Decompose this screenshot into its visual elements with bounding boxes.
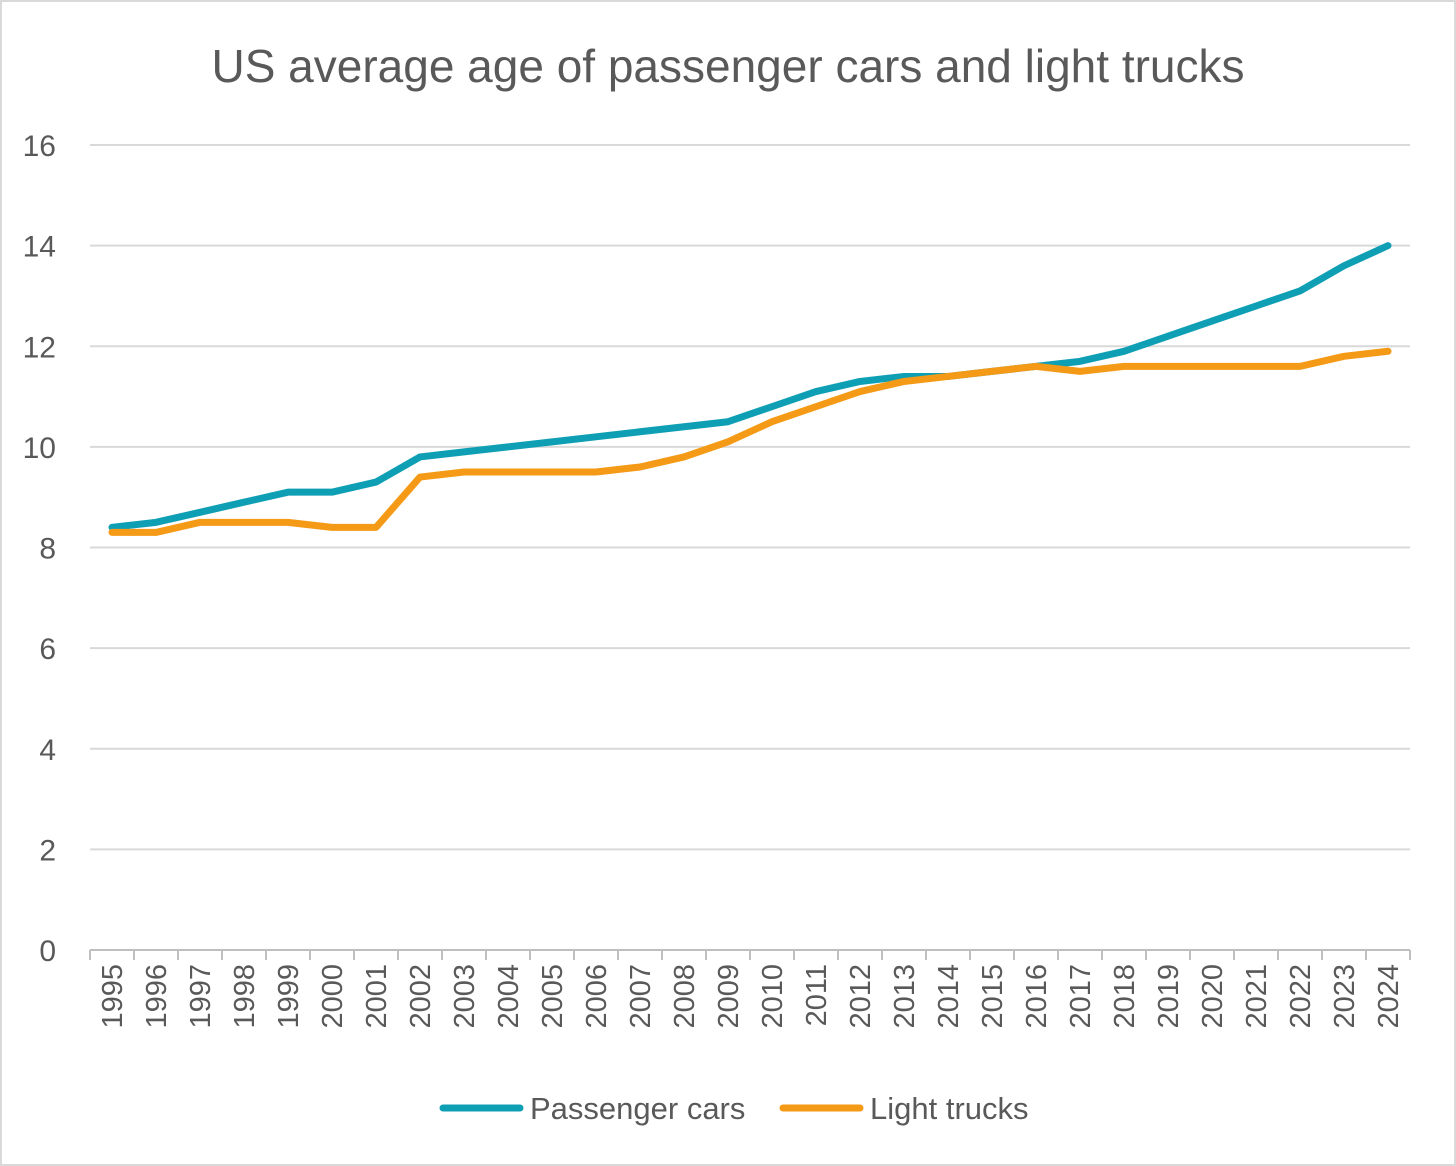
x-tick-label: 1996 xyxy=(141,964,173,1029)
x-tick-label: 1999 xyxy=(273,964,305,1029)
y-tick-label: 12 xyxy=(23,331,56,364)
x-tick-label: 2000 xyxy=(317,964,349,1029)
legend: Passenger cars Light trucks xyxy=(439,1091,1029,1126)
x-tick-label: 2010 xyxy=(757,964,789,1029)
x-tick-label: 2016 xyxy=(1021,964,1053,1029)
x-tick-label: 2007 xyxy=(625,964,657,1029)
y-tick-label: 0 xyxy=(39,935,56,968)
legend-label: Passenger cars xyxy=(530,1091,745,1126)
x-tick-label: 2015 xyxy=(977,964,1009,1029)
x-tick-label: 2011 xyxy=(801,964,833,1026)
y-tick-label: 16 xyxy=(23,130,56,163)
y-tick-label: 4 xyxy=(39,734,56,767)
y-tick-label: 6 xyxy=(39,633,56,666)
x-tick-label: 1998 xyxy=(229,964,261,1029)
y-tick-label: 2 xyxy=(39,834,56,867)
x-tick-label: 2021 xyxy=(1241,964,1273,1029)
x-tick-label: 1997 xyxy=(185,964,217,1029)
y-axis-tick-labels: 0 2 4 6 8 10 12 14 16 xyxy=(23,130,56,968)
x-tick-label: 2002 xyxy=(405,964,437,1029)
x-axis-tick-labels: 1995 1996 1997 1998 1999 2000 2001 2002 2003 2004… xyxy=(97,964,1405,1029)
x-tick-label: 2024 xyxy=(1373,964,1405,1029)
y-tick-label: 8 xyxy=(39,533,56,566)
series-line xyxy=(108,242,1392,531)
x-tick-label: 2022 xyxy=(1285,964,1317,1029)
x-tick-label: 2003 xyxy=(449,964,481,1029)
x-tick-label: 2006 xyxy=(581,964,613,1029)
x-tick-label: 2008 xyxy=(669,964,701,1029)
x-tick-label: 2017 xyxy=(1065,964,1097,1029)
x-tick-label: 2001 xyxy=(361,964,393,1029)
x-tick-label: 2020 xyxy=(1197,964,1229,1029)
x-tick-label: 2009 xyxy=(713,964,745,1029)
x-tick-label: 1995 xyxy=(97,964,129,1029)
x-tick-label: 2018 xyxy=(1109,964,1141,1029)
x-tick-label: 2019 xyxy=(1153,964,1185,1029)
legend-label: Light trucks xyxy=(870,1091,1029,1126)
x-tick-label: 2005 xyxy=(537,964,569,1029)
series-lines xyxy=(108,242,1392,536)
x-tick-label: 2023 xyxy=(1329,964,1361,1029)
x-tick-label: 2004 xyxy=(493,964,525,1029)
x-tick-label: 2014 xyxy=(933,964,965,1029)
x-tick-label: 2013 xyxy=(889,964,921,1029)
x-tick-label: 2012 xyxy=(845,964,877,1029)
gridlines xyxy=(90,144,1410,851)
series-line xyxy=(108,347,1392,536)
chart-title: US average age of passenger cars and lig… xyxy=(211,40,1244,92)
y-tick-label: 10 xyxy=(23,432,56,465)
y-tick-label: 14 xyxy=(23,231,56,264)
x-axis xyxy=(89,949,1411,960)
